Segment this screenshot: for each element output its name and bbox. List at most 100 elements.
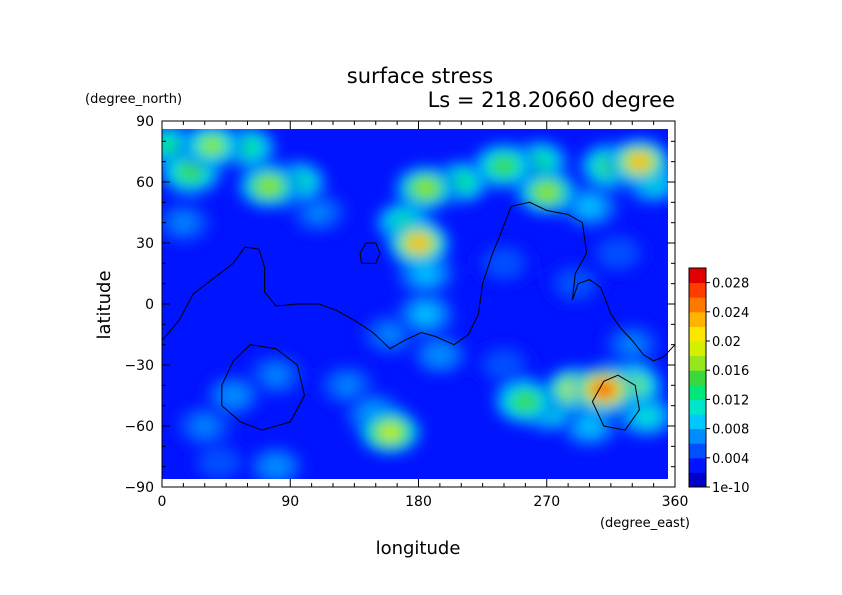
x-tick-label: 270 [533,494,560,510]
heatmap-level [265,367,287,384]
heatmap-hotspot [244,352,308,399]
colorbar-swatch [689,414,706,430]
colorbar-swatch [689,399,706,415]
heatmap-hotspot [393,291,458,338]
colorbar-swatch [689,311,706,327]
heatmap-level [379,326,401,343]
contour-line [591,374,640,431]
colorbar-tick-label: 0.012 [712,393,749,408]
heatmap-hotspot [315,362,380,409]
y-tick-label: −30 [124,358,154,374]
x-units-label: (degree_east) [600,516,690,531]
x-tick-label: 90 [281,494,299,510]
heatmap-level [208,454,230,471]
heatmap-hotspot [393,250,458,297]
heatmap-level [415,265,436,282]
colorbar-swatch [689,472,706,488]
y-tick-label: −90 [124,480,154,496]
colorbar-frame [688,267,707,488]
heatmap-level [493,357,515,373]
heatmap-hotspot [187,439,251,486]
colorbar-swatch [689,355,706,371]
contour-line [221,344,306,431]
heatmap-level [515,393,536,410]
heatmap-level [621,336,643,353]
heatmap-hotspot [286,189,351,236]
heatmap-hotspot [607,138,672,185]
heatmap-hotspot [244,443,308,487]
heatmap-hotspot [386,220,451,266]
heatmap-hotspot [407,331,472,378]
colorbar-swatch [689,268,706,284]
heatmap-hotspot [472,142,536,189]
heatmap-hotspot [472,240,536,287]
heatmap-hotspot [514,169,579,216]
heatmap-level [607,245,629,262]
heatmap-hotspot [493,378,558,425]
x-axis-label: longitude [376,538,461,559]
heatmap-level [579,418,600,434]
colorbar: 1e-10 0.004 0.008 0.012 0.016 0.02 0.024 0.028 [688,267,750,496]
heatmap-field [162,121,675,487]
heatmap-level [201,137,223,154]
colorbar-swatch [689,457,706,473]
y-tick-label: 0 [145,297,154,313]
colorbar-swatch [689,370,706,386]
heatmap-level [308,204,330,221]
heatmap-level [194,418,216,434]
heatmap-hotspot [557,403,622,449]
heatmap-hotspot [358,409,422,456]
colorbar-tick-label: 0.004 [712,452,749,467]
colorbar-swatch [689,341,706,357]
heatmap-level [636,407,657,424]
heatmap-level [222,387,244,404]
heatmap-hotspot [571,366,636,413]
colorbar-swatch [689,297,706,313]
colorbar-tick-label: 1e-10 [712,481,750,496]
colorbar-swatch [689,384,706,400]
colorbar-swatch [689,326,706,342]
heatmap-level [593,381,615,398]
heatmap-level [379,424,401,441]
heatmap-hotspot [172,403,237,449]
x-tick-label: 0 [158,494,167,510]
x-tick-label: 360 [662,494,689,510]
heatmap-hotspot [179,122,244,169]
heatmap-level [493,255,515,272]
heatmap-level [564,275,586,292]
heatmap-level [429,346,451,363]
colorbar-tick-label: 0.008 [712,423,749,438]
heatmap-hotspot [201,372,266,419]
heatmap-level [536,184,558,201]
contour-line [359,242,381,264]
heatmap-hotspot [236,163,301,210]
heatmap-level [180,163,201,180]
heatmap-hotspot [162,199,216,246]
heatmap-hotspot [543,260,608,307]
y-axis-label: latitude [94,270,115,339]
x-tick-label: 180 [405,494,432,510]
y-tick-label: 60 [136,175,154,191]
y-tick-label: 30 [136,236,154,252]
heatmap-level [265,458,287,475]
y-units-label: (degree_north) [85,92,182,107]
colorbar-swatch [689,428,706,444]
chart-title: surface stress [347,64,493,88]
heatmap-level [415,180,436,197]
colorbar-swatch [689,443,706,459]
colorbar-tick-label: 0.028 [712,277,749,292]
contour-line [162,201,675,362]
heatmap-level [629,153,650,170]
colorbar-swatch [689,282,706,298]
heatmap-hotspot [600,321,665,368]
heatmap-hotspot [472,342,536,388]
colorbar-tick-label: 0.024 [712,306,749,321]
heatmap-level [493,157,515,174]
heatmap-level [173,214,194,231]
heatmap-level [162,137,180,154]
heatmap-level [579,198,600,215]
heatmap-hotspot [586,230,650,277]
heatmap-level [258,178,280,195]
heatmap-level [336,377,358,394]
